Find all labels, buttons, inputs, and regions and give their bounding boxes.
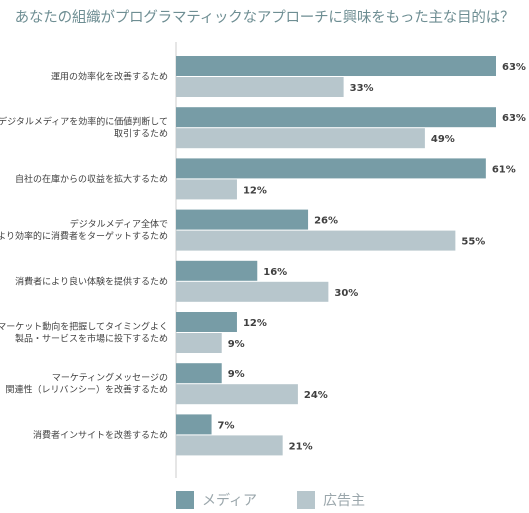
value-label-advertiser-8: 21% [289, 441, 313, 452]
bar-media-5 [176, 260, 258, 281]
legend: メディア 広告主 [176, 490, 405, 510]
category-label-8: 消費者インサイトを改善するため [33, 429, 168, 441]
bar-media-3 [176, 158, 486, 179]
value-label-advertiser-1: 33% [350, 83, 374, 94]
bar-media-2 [176, 107, 496, 128]
bar-chart: 63% 33% 運用の効率化を改善するため 63% 49% デジタルメディアを効率的に価値… [0, 42, 526, 478]
bar-advertiser-4 [176, 230, 456, 251]
value-label-advertiser-5: 30% [334, 288, 358, 299]
value-label-advertiser-6: 9% [228, 339, 245, 350]
category-label-2: デジタルメディアを効率的に価値判断して取引するため [0, 116, 168, 140]
bar-advertiser-2 [176, 128, 425, 149]
category-label-7: マーケティングメッセージの関連性（レリバンシー）を改善するため [6, 372, 168, 396]
bar-media-4 [176, 209, 309, 230]
bar-advertiser-5 [176, 281, 329, 302]
value-label-media-3: 61% [492, 164, 516, 175]
value-label-media-8: 7% [218, 420, 235, 431]
bar-advertiser-8 [176, 435, 283, 456]
bar-media-1 [176, 56, 496, 76]
chart-title: あなたの組織がプログラマティックなアプローチに興味をもった主な目的は？ [14, 10, 515, 26]
category-label-1: 運用の効率化を改善するため [51, 71, 168, 83]
value-label-media-1: 63% [502, 62, 526, 73]
bar-advertiser-6 [176, 333, 222, 353]
legend-label-advertiser: 広告主 [323, 493, 366, 509]
bar-media-8 [176, 414, 212, 435]
value-label-media-6: 12% [243, 318, 267, 329]
value-label-media-7: 9% [228, 369, 245, 380]
legend-item-media: メディア [176, 490, 257, 510]
category-label-5: 消費者により良い体験を提供するため [15, 275, 168, 287]
value-label-advertiser-4: 55% [461, 237, 485, 248]
category-label-6: マーケット動向を把握してタイミングよく製品・サービスを市場に投下するため [0, 321, 168, 345]
value-label-advertiser-3: 12% [243, 185, 267, 196]
category-label-4: デジタルメディア全体でより効率的に消費者をターゲットするため [0, 218, 168, 242]
value-label-advertiser-7: 24% [304, 390, 328, 401]
bar-media-7 [176, 363, 222, 384]
value-label-advertiser-2: 49% [431, 134, 455, 145]
value-label-media-5: 16% [263, 267, 287, 278]
category-label-3: 自社の在庫からの収益を拡大するため [15, 173, 168, 185]
bar-advertiser-1 [176, 77, 344, 97]
legend-item-advertiser: 広告主 [297, 490, 365, 510]
legend-swatch-media [176, 491, 194, 509]
legend-label-media: メディア [202, 493, 258, 509]
value-label-media-4: 26% [314, 216, 338, 227]
value-label-media-2: 63% [502, 113, 526, 124]
bar-advertiser-3 [176, 179, 237, 200]
bar-media-6 [176, 312, 237, 332]
bar-advertiser-7 [176, 384, 298, 405]
legend-swatch-advertiser [297, 491, 316, 509]
